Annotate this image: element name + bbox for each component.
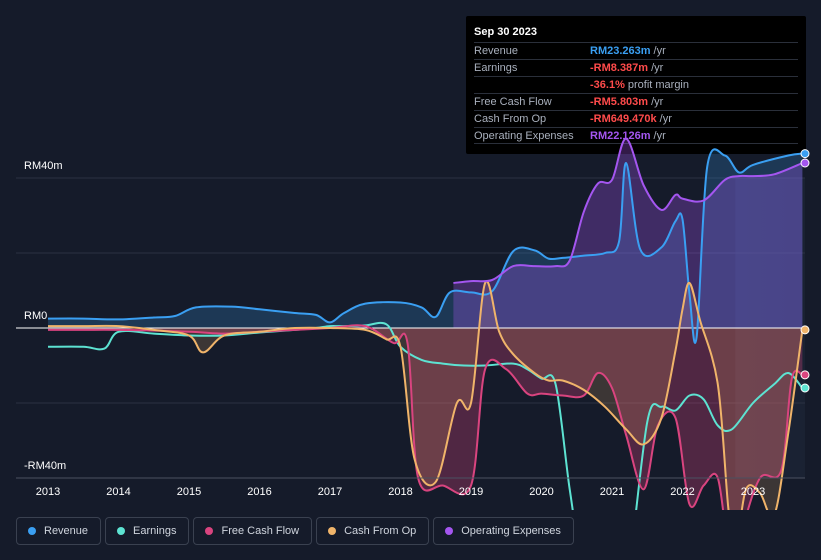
tooltip-row-free-cash-flow: Free Cash Flow -RM5.803m /yr — [474, 93, 798, 110]
y-axis-label-zero: RM0 — [24, 310, 48, 322]
tooltip-row-earnings: Earnings -RM8.387m /yr — [474, 59, 798, 76]
y-axis-label-top: RM40m — [24, 160, 63, 172]
tooltip-date: Sep 30 2023 — [474, 26, 537, 38]
tooltip-unit: /yr — [653, 130, 666, 142]
revenue-line[interactable] — [47, 148, 803, 344]
legend-label: Operating Expenses — [461, 525, 561, 537]
legend-item-revenue[interactable]: Revenue — [16, 517, 102, 545]
tooltip-value: RM23.263m — [590, 45, 651, 57]
chart-area[interactable]: 2013 2014 2015 2016 2017 2018 2019 2020 2021 2022… — [0, 0, 821, 510]
tooltip-value: RM22.126m — [590, 130, 651, 142]
tooltip-unit: /yr — [653, 45, 666, 57]
x-tick-label: 2016 — [247, 486, 271, 498]
x-tick-label: 2015 — [177, 486, 201, 498]
x-tick-label: 2022 — [670, 486, 694, 498]
tooltip-value: -RM8.387m — [590, 62, 649, 74]
tooltip-unit: /yr — [659, 113, 672, 125]
x-tick-label: 2021 — [600, 486, 624, 498]
tooltip-label: Revenue — [474, 45, 519, 57]
earnings-line[interactable] — [47, 321, 804, 510]
free-cash-flow-endpoint — [800, 370, 810, 380]
tooltip-value: -RM649.470k — [590, 113, 657, 125]
legend-dot-free-cash-flow — [205, 527, 214, 535]
operating-expenses-line[interactable] — [453, 137, 803, 284]
tooltip-row-cash-from-op: Cash From Op -RM649.470k /yr — [474, 110, 798, 127]
tooltip-unit: profit margin — [627, 79, 689, 91]
legend-dot-revenue — [28, 527, 36, 535]
free-cash-flow-area — [48, 325, 803, 510]
x-tick-label: 2017 — [318, 486, 342, 498]
legend-label: Revenue — [44, 525, 89, 537]
y-axis-label-bottom: -RM40m — [24, 460, 67, 472]
tooltip-label: Operating Expenses — [474, 130, 574, 142]
operating-expenses-area — [453, 138, 803, 328]
x-tick-label: 2013 — [36, 486, 60, 498]
legend-item-free-cash-flow[interactable]: Free Cash Flow — [193, 517, 313, 545]
legend-item-operating-expenses[interactable]: Operating Expenses — [433, 517, 574, 545]
legend-label: Cash From Op — [344, 525, 417, 537]
tooltip-value: -RM5.803m — [590, 96, 649, 108]
revenue-endpoint — [800, 149, 810, 159]
cash-from-op-endpoint — [800, 325, 810, 335]
legend-item-earnings[interactable]: Earnings — [105, 517, 190, 545]
legend-label: Free Cash Flow — [221, 525, 300, 537]
tooltip-row-profit-margin: -36.1% profit margin — [474, 76, 798, 93]
legend-dot-operating-expenses — [445, 527, 454, 535]
operating-expenses-endpoint — [800, 158, 810, 168]
cash-from-op-area — [48, 281, 803, 510]
x-tick-label: 2023 — [741, 486, 765, 498]
legend-label: Earnings — [133, 525, 177, 537]
x-tick-label: 2014 — [106, 486, 130, 498]
tooltip-value: -36.1% — [590, 79, 625, 91]
tooltip-label: Free Cash Flow — [474, 96, 552, 108]
x-tick-label: 2018 — [388, 486, 412, 498]
x-tick-label: 2019 — [459, 486, 483, 498]
tooltip-label: Cash From Op — [474, 113, 547, 125]
tooltip-row-revenue: Revenue RM23.263m /yr — [474, 42, 798, 59]
tooltip-row-operating-expenses: Operating Expenses RM22.126m /yr — [474, 127, 798, 144]
tooltip-unit: /yr — [651, 96, 664, 108]
cash-from-op-line[interactable] — [48, 280, 804, 510]
free-cash-flow-line[interactable] — [48, 324, 804, 510]
tooltip-panel: Sep 30 2023 Revenue RM23.263m /yr Earnin… — [466, 16, 806, 154]
tooltip-label: Earnings — [474, 62, 518, 74]
legend: Revenue Earnings Free Cash Flow Cash Fro… — [16, 517, 574, 545]
earnings-endpoint — [800, 383, 810, 393]
legend-dot-earnings — [117, 527, 126, 535]
legend-item-cash-from-op[interactable]: Cash From Op — [316, 517, 430, 545]
legend-dot-cash-from-op — [328, 527, 337, 535]
revenue-area — [48, 149, 803, 343]
tooltip-unit: /yr — [651, 62, 664, 74]
x-tick-label: 2020 — [529, 486, 553, 498]
